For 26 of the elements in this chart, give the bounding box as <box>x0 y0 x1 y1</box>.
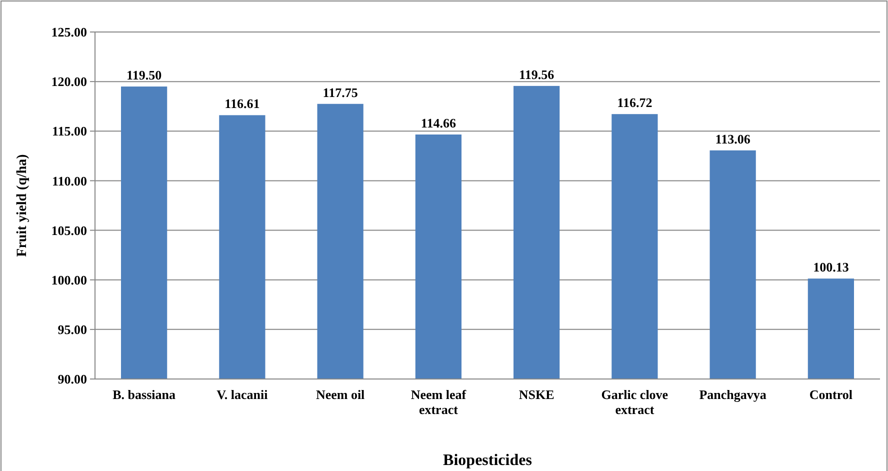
x-tick-label: Control <box>809 387 853 402</box>
data-label: 117.75 <box>322 84 358 100</box>
x-tick-label: Garlic clove extract <box>601 387 668 417</box>
y-tick-label: 90.00 <box>58 372 87 387</box>
data-label: 100.13 <box>813 260 850 275</box>
x-tick-label: Neem leaf extract <box>410 387 467 417</box>
y-tick-label: 120.00 <box>51 74 87 90</box>
y-tick-label: 100.00 <box>51 272 87 288</box>
x-tick-label: Neem oil <box>316 387 366 402</box>
data-label: 116.72 <box>617 95 652 110</box>
y-tick-label: 110.00 <box>52 173 87 188</box>
data-label: 113.06 <box>715 131 751 146</box>
data-label: 116.61 <box>224 96 260 112</box>
y-tick-label: 105.00 <box>51 222 87 238</box>
data-label: 114.66 <box>420 116 456 131</box>
x-tick-label: NSKE <box>518 387 554 402</box>
x-tick-label: B. bassiana <box>112 387 176 402</box>
y-tick-label: 95.00 <box>58 322 87 337</box>
x-axis-title: Biopesticides <box>443 452 532 469</box>
x-tick-label: V. lacanii <box>216 387 268 402</box>
y-axis-title: Fruit yield (q/ha) <box>15 154 30 257</box>
data-label: 119.56 <box>519 66 555 82</box>
data-label: 119.50 <box>126 68 162 83</box>
x-tick-label: Panchgavya <box>699 387 767 402</box>
y-tick-label: 125.00 <box>51 24 87 40</box>
y-tick-label: 115.00 <box>52 124 87 139</box>
